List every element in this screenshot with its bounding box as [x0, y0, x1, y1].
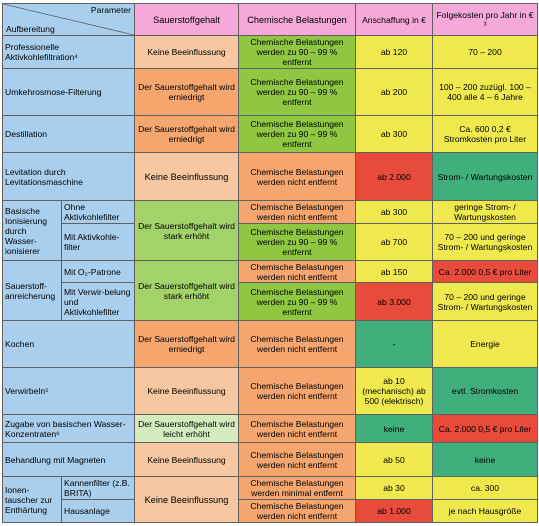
- sub-row-name: Kannenfilter (z.B. BRITA): [61, 476, 135, 500]
- cost-cell: ab 30: [355, 476, 433, 500]
- chem-cell: Chemische Belastungen werden nicht entfe…: [238, 260, 356, 283]
- cost-cell: ab 120: [355, 35, 433, 69]
- header-aufbereitung: Aufbereitung: [6, 24, 55, 34]
- o2-cell: Der Sauerstoffgehalt wird stark erhöht: [134, 200, 239, 261]
- chem-cell: Chemische Belastungen werden zu 90 – 99 …: [238, 282, 356, 321]
- row-name: Sauerstoff-anreicherung: [2, 260, 62, 321]
- table-row: Basische Ionisierung durch Wasser-ionisi…: [2, 200, 538, 261]
- sub-row-name: Mit Aktivkohle-filter: [61, 223, 135, 261]
- row-name: Zugabe von basischen Wasser-Konzentraten…: [2, 414, 135, 443]
- table-row: Sauerstoff-anreicherung Mit O₂-Patrone D…: [2, 260, 538, 321]
- follow-cell: keine: [432, 442, 538, 477]
- cost-cell: ab 1.000: [355, 499, 433, 523]
- follow-cell: 70 – 200: [432, 35, 538, 69]
- follow-cell: geringe Strom- / Wartungskosten: [432, 200, 538, 224]
- cost-cell: ab 150: [355, 260, 433, 283]
- o2-cell: Keine Beeinflussung: [134, 35, 239, 69]
- sub-row-name: Hausanlage: [61, 499, 135, 523]
- sub-row-name: Mit O₂-Patrone: [61, 260, 135, 283]
- cost-cell: ab 2.000: [355, 152, 433, 201]
- cost-cell: ab 50: [355, 442, 433, 477]
- row-name: Verwirbeln⁵: [2, 367, 135, 415]
- chem-cell: Chemische Belastungen werden nicht entfe…: [238, 414, 356, 443]
- header-anschaffung: Anschaffung in €: [355, 3, 433, 36]
- chem-cell: Chemische Belastungen werden nicht entfe…: [238, 442, 356, 477]
- follow-cell: evtl. Stromkosten: [432, 367, 538, 415]
- table-row: Mit Aktivkohle-filter Chemische Belastun…: [3, 223, 538, 261]
- o2-cell: Keine Beeinflussung: [134, 476, 239, 523]
- cost-cell: ab 3.000: [355, 282, 433, 321]
- follow-cell: je nach Hausgröße: [432, 499, 538, 523]
- table-row: Umkehrosmose-Filterung Der Sauerstoffgeh…: [2, 68, 538, 116]
- table-row: Mit Verwir-belung und Aktivkohlefilter C…: [3, 282, 538, 321]
- cost-cell: ab 300: [355, 115, 433, 153]
- follow-cell: Ca. 2.000 0,5 € pro Liter: [432, 414, 538, 443]
- chem-cell: Chemische Belastungen werden zu 90 – 99 …: [238, 68, 356, 116]
- table-row: Ionen-tauscher zur Enthärtung Kannenfilt…: [2, 476, 538, 523]
- table-row: Hausanlage Chemische Belastungen werden …: [3, 499, 538, 523]
- chem-cell: Chemische Belastungen werden zu 90 – 99 …: [238, 35, 356, 69]
- follow-cell: ca. 300: [432, 476, 538, 500]
- row-name: Basische Ionisierung durch Wasser-ionisi…: [2, 200, 62, 261]
- row-name: Levitation durch Levitationsmaschine: [2, 152, 135, 201]
- follow-cell: Energie: [432, 320, 538, 368]
- chem-cell: Chemische Belastungen werden zu 90 – 99 …: [238, 223, 356, 261]
- follow-cell: Ca. 600 0,2 € Stromkosten pro Liter: [432, 115, 538, 153]
- sub-row-name: Mit Verwir-belung und Aktivkohlefilter: [61, 282, 135, 321]
- chem-cell: Chemische Belastungen werden minimal ent…: [238, 476, 356, 500]
- table-row: Kochen Der Sauerstoffgehalt wird erniedr…: [2, 320, 538, 368]
- table-row: Levitation durch Levitationsmaschine Kei…: [2, 152, 538, 201]
- chem-cell: Chemische Belastungen werden zu 90 – 99 …: [238, 115, 356, 153]
- follow-cell: 100 – 200 zuzügl. 100 – 400 alle 4 – 6 J…: [432, 68, 538, 116]
- cost-cell: -: [355, 320, 433, 368]
- chem-cell: Chemische Belastungen werden nicht entfe…: [238, 499, 356, 523]
- row-name: Kochen: [2, 320, 135, 368]
- header-folgekosten: Folgekosten pro Jahr in € ³: [432, 3, 538, 36]
- row-name: Behandlung mit Magneten: [2, 442, 135, 477]
- cost-cell: ab 10 (mechanisch) ab 500 (elektrisch): [355, 367, 433, 415]
- table-row: Verwirbeln⁵ Keine Beeinflussung Chemisch…: [2, 367, 538, 415]
- o2-cell: Keine Beeinflussung: [134, 442, 239, 477]
- follow-cell: 70 – 200 und geringe Strom- / Wartungsko…: [432, 223, 538, 261]
- diagonal-divider: [3, 4, 134, 35]
- row-name: Professionelle Aktivkohlefiltration⁴: [2, 35, 135, 69]
- follow-cell: 70 – 200 und geringe Strom- / Wartungsko…: [432, 282, 538, 321]
- header-chem: Chemische Belastungen: [238, 3, 356, 36]
- chem-cell: Chemische Belastungen werden nicht entfe…: [238, 152, 356, 201]
- header-parameter: Parameter: [90, 5, 131, 15]
- row-name: Destillation: [2, 115, 135, 153]
- table-row: Destillation Der Sauerstoffgehalt wird e…: [2, 115, 538, 153]
- o2-cell: Der Sauerstoffgehalt wird erniedrigt: [134, 320, 239, 368]
- cost-cell: keine: [355, 414, 433, 443]
- follow-cell: Ca. 2.000 0,5 € pro Liter: [432, 260, 538, 283]
- cost-cell: ab 200: [355, 68, 433, 116]
- sub-row-name: Ohne Aktivkohlefilter: [61, 200, 135, 224]
- o2-cell: Der Sauerstoffgehalt wird erniedrigt: [134, 68, 239, 116]
- chem-cell: Chemische Belastungen werden nicht entfe…: [238, 200, 356, 224]
- o2-cell: Der Sauerstoffgehalt wird leicht erhöht: [134, 414, 239, 443]
- row-name: Umkehrosmose-Filterung: [2, 68, 135, 116]
- o2-cell: Der Sauerstoffgehalt wird erniedrigt: [134, 115, 239, 153]
- row-name: Ionen-tauscher zur Enthärtung: [2, 476, 62, 523]
- cost-cell: ab 700: [355, 223, 433, 261]
- header-corner-cell: Parameter Aufbereitung: [2, 3, 135, 36]
- o2-cell: Keine Beeinflussung: [134, 152, 239, 201]
- o2-cell: Keine Beeinflussung: [134, 367, 239, 415]
- header-sauerstoff: Sauerstoffgehalt: [134, 3, 239, 36]
- follow-cell: Strom- / Wartungskosten: [432, 152, 538, 201]
- chem-cell: Chemische Belastungen werden nicht entfe…: [238, 320, 356, 368]
- o2-cell: Der Sauerstoffgehalt wird stark erhöht: [134, 260, 239, 321]
- table-row: Behandlung mit Magneten Keine Beeinfluss…: [2, 442, 538, 477]
- comparison-table: Parameter Aufbereitung Sauerstoffgehalt …: [2, 3, 538, 523]
- chem-cell: Chemische Belastungen werden nicht entfe…: [238, 367, 356, 415]
- table-row: Zugabe von basischen Wasser-Konzentraten…: [2, 414, 538, 443]
- cost-cell: ab 300: [355, 200, 433, 224]
- table-row: Professionelle Aktivkohlefiltration⁴ Kei…: [2, 35, 538, 69]
